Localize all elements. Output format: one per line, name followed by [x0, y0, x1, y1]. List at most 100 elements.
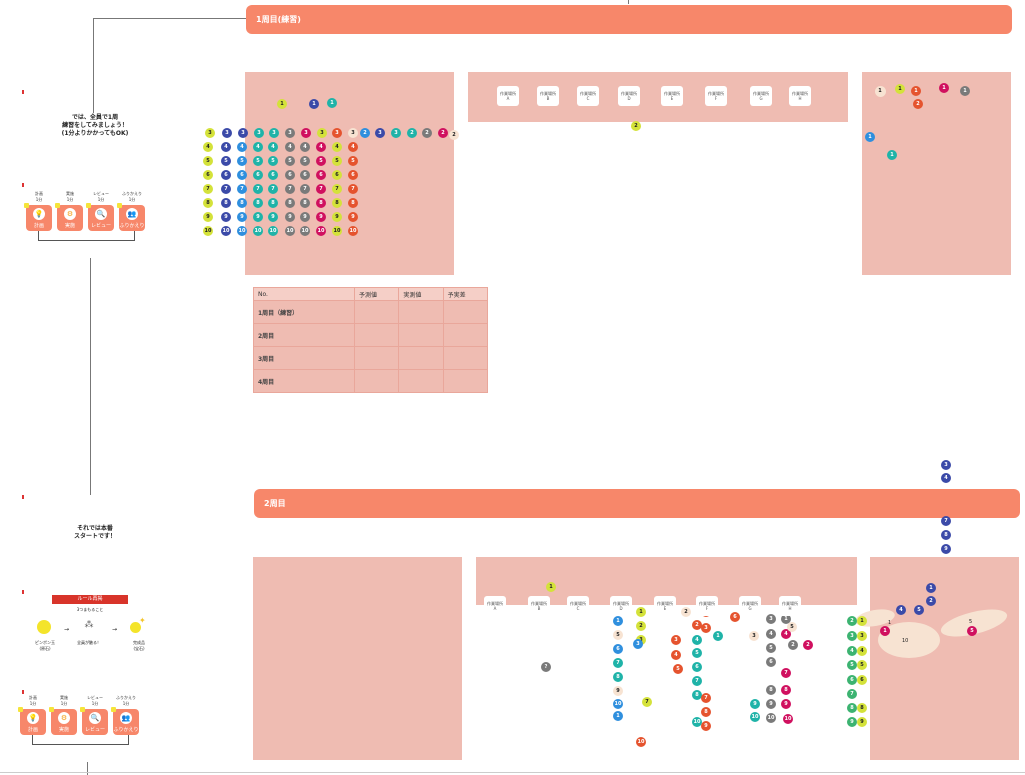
cell-predict[interactable]: [353, 300, 400, 324]
bead[interactable]: 10: [766, 713, 776, 723]
bead[interactable]: 9: [253, 212, 263, 222]
bead[interactable]: 2: [692, 620, 702, 630]
bead[interactable]: 3: [766, 614, 776, 624]
bead[interactable]: 4: [847, 646, 857, 656]
bead[interactable]: 2: [681, 607, 691, 617]
bead[interactable]: 8: [316, 198, 326, 208]
workstation-card[interactable]: 作業場所 A: [497, 86, 519, 106]
bead[interactable]: 6: [692, 662, 702, 672]
bead[interactable]: 2: [788, 640, 798, 650]
workstation-card[interactable]: 作業場所 D: [618, 86, 640, 106]
bead[interactable]: 5: [203, 156, 213, 166]
workstation-card[interactable]: 作業場所 G: [750, 86, 772, 106]
bead[interactable]: 2: [913, 99, 923, 109]
bead[interactable]: 7: [692, 676, 702, 686]
workstation-card[interactable]: 作業場所 H: [779, 596, 801, 616]
bead[interactable]: 9: [701, 721, 711, 731]
bead[interactable]: 6: [857, 675, 867, 685]
bead[interactable]: 1: [636, 607, 646, 617]
bead[interactable]: 1: [713, 631, 723, 641]
bead[interactable]: 8: [332, 198, 342, 208]
bead[interactable]: 3: [285, 128, 295, 138]
bead[interactable]: 5: [285, 156, 295, 166]
bead[interactable]: 10: [253, 226, 263, 236]
bead[interactable]: 5: [857, 660, 867, 670]
bead[interactable]: 1: [309, 99, 319, 109]
bead[interactable]: 7: [285, 184, 295, 194]
bead[interactable]: 7: [613, 658, 623, 668]
bead[interactable]: 4: [896, 605, 906, 615]
bead[interactable]: 7: [221, 184, 231, 194]
bead[interactable]: 4: [253, 142, 263, 152]
cell-diff[interactable]: [442, 346, 489, 370]
bead[interactable]: 1: [277, 99, 287, 109]
bead[interactable]: 6: [253, 170, 263, 180]
bead[interactable]: 4: [237, 142, 247, 152]
bead[interactable]: 9: [221, 212, 231, 222]
bead[interactable]: 7: [348, 184, 358, 194]
bead[interactable]: 10: [316, 226, 326, 236]
cell-actual[interactable]: [398, 300, 444, 324]
bead[interactable]: 7: [253, 184, 263, 194]
bead[interactable]: 10: [285, 226, 295, 236]
bead[interactable]: 5: [332, 156, 342, 166]
bead[interactable]: 5: [967, 626, 977, 636]
cell-actual[interactable]: [398, 369, 444, 393]
bead[interactable]: 6: [613, 644, 623, 654]
bead[interactable]: 4: [766, 629, 776, 639]
workstation-card[interactable]: 作業場所 C: [567, 596, 589, 616]
cycle-step[interactable]: 💡 計画: [24, 203, 52, 231]
bead[interactable]: 3: [941, 460, 951, 470]
bead[interactable]: 9: [316, 212, 326, 222]
bead[interactable]: 9: [203, 212, 213, 222]
workstation-card[interactable]: 作業場所 B: [537, 86, 559, 106]
bead[interactable]: 1: [613, 616, 623, 626]
bead[interactable]: 3: [332, 128, 342, 138]
bead[interactable]: 4: [268, 142, 278, 152]
bead[interactable]: 4: [285, 142, 295, 152]
cell-diff[interactable]: [442, 300, 489, 324]
bead[interactable]: 8: [237, 198, 247, 208]
bead[interactable]: 8: [203, 198, 213, 208]
bead[interactable]: 5: [300, 156, 310, 166]
bead[interactable]: 8: [692, 690, 702, 700]
bead[interactable]: 9: [237, 212, 247, 222]
bead[interactable]: 4: [671, 650, 681, 660]
bead[interactable]: 9: [750, 699, 760, 709]
cell-actual[interactable]: [398, 346, 444, 370]
bead[interactable]: 8: [268, 198, 278, 208]
bead[interactable]: 8: [348, 198, 358, 208]
bead[interactable]: 9: [613, 686, 623, 696]
bead[interactable]: 3: [701, 623, 711, 633]
bead[interactable]: 3: [375, 128, 385, 138]
bead[interactable]: 8: [766, 685, 776, 695]
bead[interactable]: 3: [317, 128, 327, 138]
bead[interactable]: 5: [316, 156, 326, 166]
bead[interactable]: 8: [285, 198, 295, 208]
bead[interactable]: 7: [300, 184, 310, 194]
bead[interactable]: 10: [613, 699, 623, 709]
bead[interactable]: 2: [926, 596, 936, 606]
bead[interactable]: 2: [407, 128, 417, 138]
bead[interactable]: 6: [285, 170, 295, 180]
bead[interactable]: 4: [300, 142, 310, 152]
bead[interactable]: 2: [438, 128, 448, 138]
bead[interactable]: 1: [327, 98, 337, 108]
bead[interactable]: 4: [332, 142, 342, 152]
bead[interactable]: 4: [692, 635, 702, 645]
bead[interactable]: 2: [636, 621, 646, 631]
workstation-card[interactable]: 作業場所 A: [484, 596, 506, 616]
bead[interactable]: 3: [222, 128, 232, 138]
bead[interactable]: 5: [221, 156, 231, 166]
bead[interactable]: 9: [941, 544, 951, 554]
bead[interactable]: 6: [847, 675, 857, 685]
bead[interactable]: 6: [730, 612, 740, 622]
bead[interactable]: 8: [613, 672, 623, 682]
bead[interactable]: 6: [332, 170, 342, 180]
bead[interactable]: 1: [880, 626, 890, 636]
bead[interactable]: 6: [268, 170, 278, 180]
bead[interactable]: 7: [268, 184, 278, 194]
bead[interactable]: 9: [268, 212, 278, 222]
cycle-step[interactable]: 💡 計画: [18, 707, 46, 735]
bead[interactable]: 1: [887, 150, 897, 160]
